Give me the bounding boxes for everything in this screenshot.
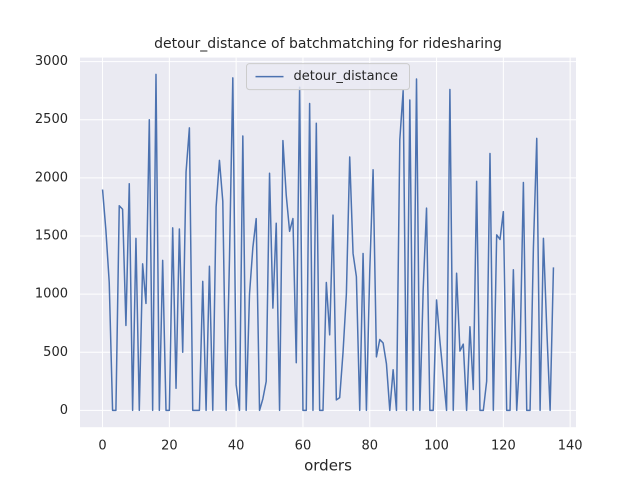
x-tick-label: 120 [491,439,516,454]
y-tick-label: 3000 [35,54,68,69]
x-tick-label: 0 [98,439,106,454]
x-axis-label: orders [304,457,352,475]
x-tick-label: 100 [424,439,449,454]
x-tick-label: 60 [295,439,312,454]
y-tick-label: 0 [60,403,68,418]
legend-box [246,63,410,91]
x-tick-label: 80 [361,439,378,454]
chart-title: detour_distance of batchmatching for rid… [154,36,502,52]
x-tick-label: 140 [558,439,583,454]
x-tick-label: 20 [161,439,178,454]
y-tick-label: 1500 [35,229,68,244]
y-tick-label: 2000 [35,170,68,185]
y-tick-label: 500 [43,345,68,360]
y-tick-label: 1000 [35,287,68,302]
data-line [101,73,555,412]
legend-label: detour_distance [294,69,398,84]
x-tick-label: 40 [228,439,245,454]
y-tick-label: 2500 [35,112,68,127]
